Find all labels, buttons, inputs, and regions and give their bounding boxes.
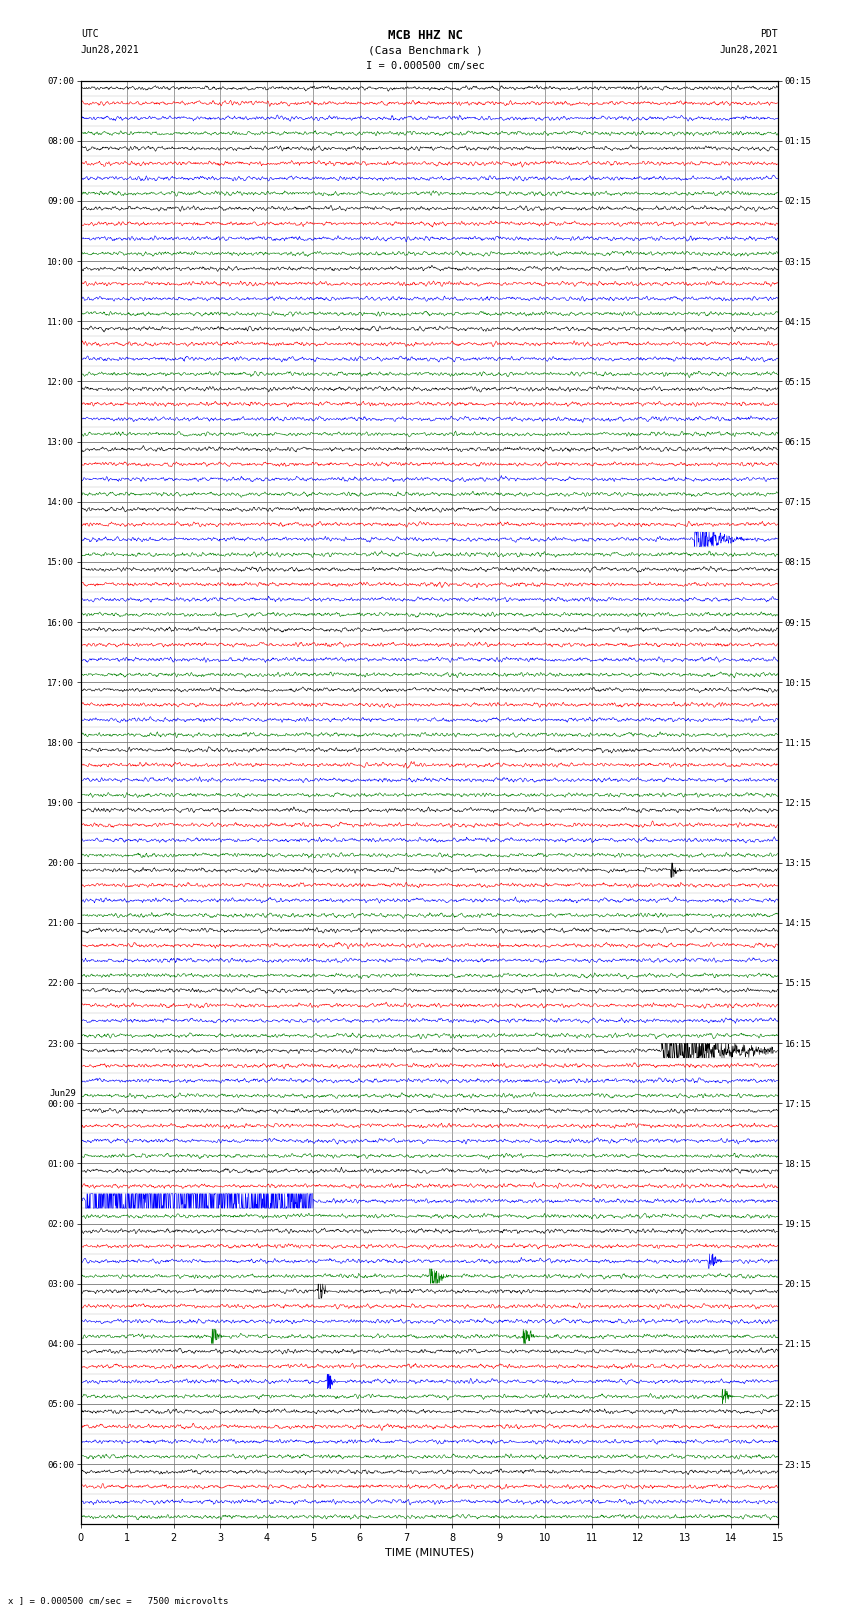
Text: MCB HHZ NC: MCB HHZ NC (388, 29, 462, 42)
Text: Jun29: Jun29 (49, 1089, 76, 1098)
Text: PDT: PDT (760, 29, 778, 39)
Text: (Casa Benchmark ): (Casa Benchmark ) (367, 45, 483, 55)
Text: x ] = 0.000500 cm/sec =   7500 microvolts: x ] = 0.000500 cm/sec = 7500 microvolts (8, 1595, 229, 1605)
X-axis label: TIME (MINUTES): TIME (MINUTES) (385, 1547, 473, 1558)
Text: Jun28,2021: Jun28,2021 (719, 45, 778, 55)
Text: I = 0.000500 cm/sec: I = 0.000500 cm/sec (366, 61, 484, 71)
Text: UTC: UTC (81, 29, 99, 39)
Text: Jun28,2021: Jun28,2021 (81, 45, 139, 55)
